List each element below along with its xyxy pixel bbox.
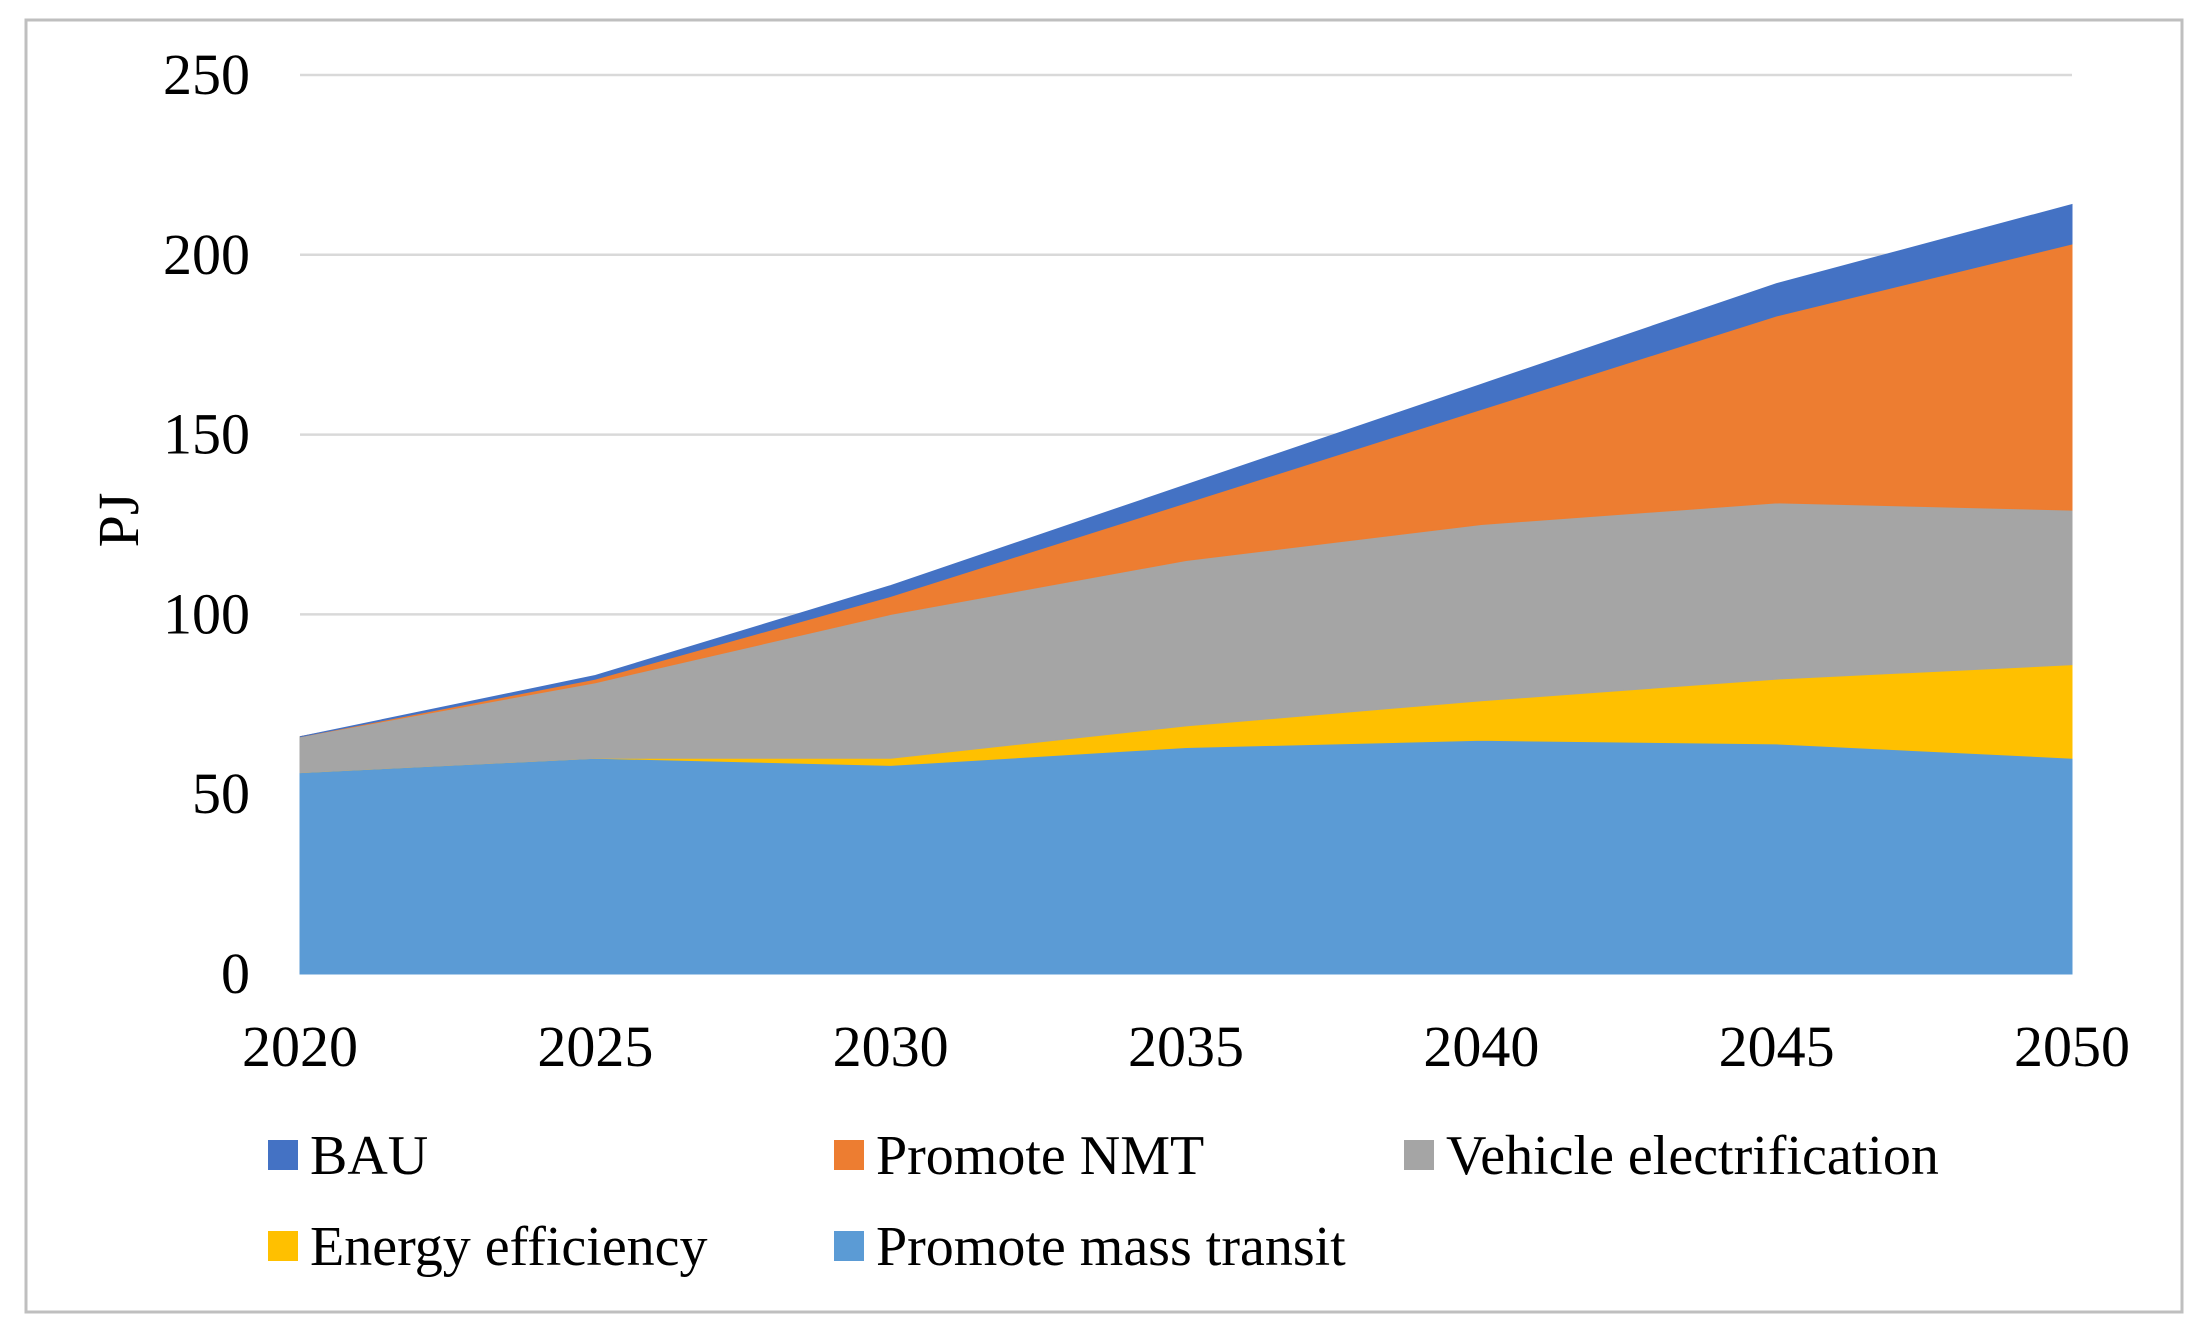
legend-label-promote-mass-transit: Promote mass transit [876,1216,1346,1278]
y-axis-ticks: 0 50 100 150 200 250 [163,42,250,1006]
x-tick-label: 2035 [1128,1014,1244,1079]
y-tick-label: 250 [163,42,250,107]
legend-swatch-promote-nmt [834,1140,864,1170]
y-tick-label: 50 [192,761,250,826]
x-axis-ticks: 2020 2025 2030 2035 2040 2045 2050 [242,1014,2130,1079]
legend-swatch-bau [268,1140,298,1170]
legend-swatch-promote-mass-transit [834,1231,864,1261]
y-tick-label: 200 [163,222,250,287]
y-tick-label: 150 [163,402,250,467]
x-tick-label: 2050 [2014,1014,2130,1079]
y-tick-label: 0 [221,941,250,1006]
legend-label-promote-nmt: Promote NMT [876,1125,1204,1187]
x-tick-label: 2025 [537,1014,653,1079]
legend-swatch-energy-efficiency [268,1231,298,1261]
x-tick-label: 2040 [1423,1014,1539,1079]
y-axis-title: PJ [86,493,151,548]
legend-label-bau: BAU [310,1125,428,1187]
x-tick-label: 2030 [833,1014,949,1079]
legend: BAU Promote NMT Vehicle electrification Ene… [268,1125,1939,1278]
area-series-promote-mass-transit [299,739,2073,975]
area-series-bau [299,203,2073,738]
y-tick-label: 100 [163,581,250,646]
legend-swatch-vehicle-electrification [1404,1140,1434,1170]
legend-label-vehicle-electrification: Vehicle electrification [1446,1125,1939,1187]
plot-areas [299,203,2073,975]
x-tick-label: 2045 [1719,1014,1835,1079]
x-tick-label: 2020 [242,1014,358,1079]
legend-label-energy-efficiency: Energy efficiency [310,1216,708,1278]
